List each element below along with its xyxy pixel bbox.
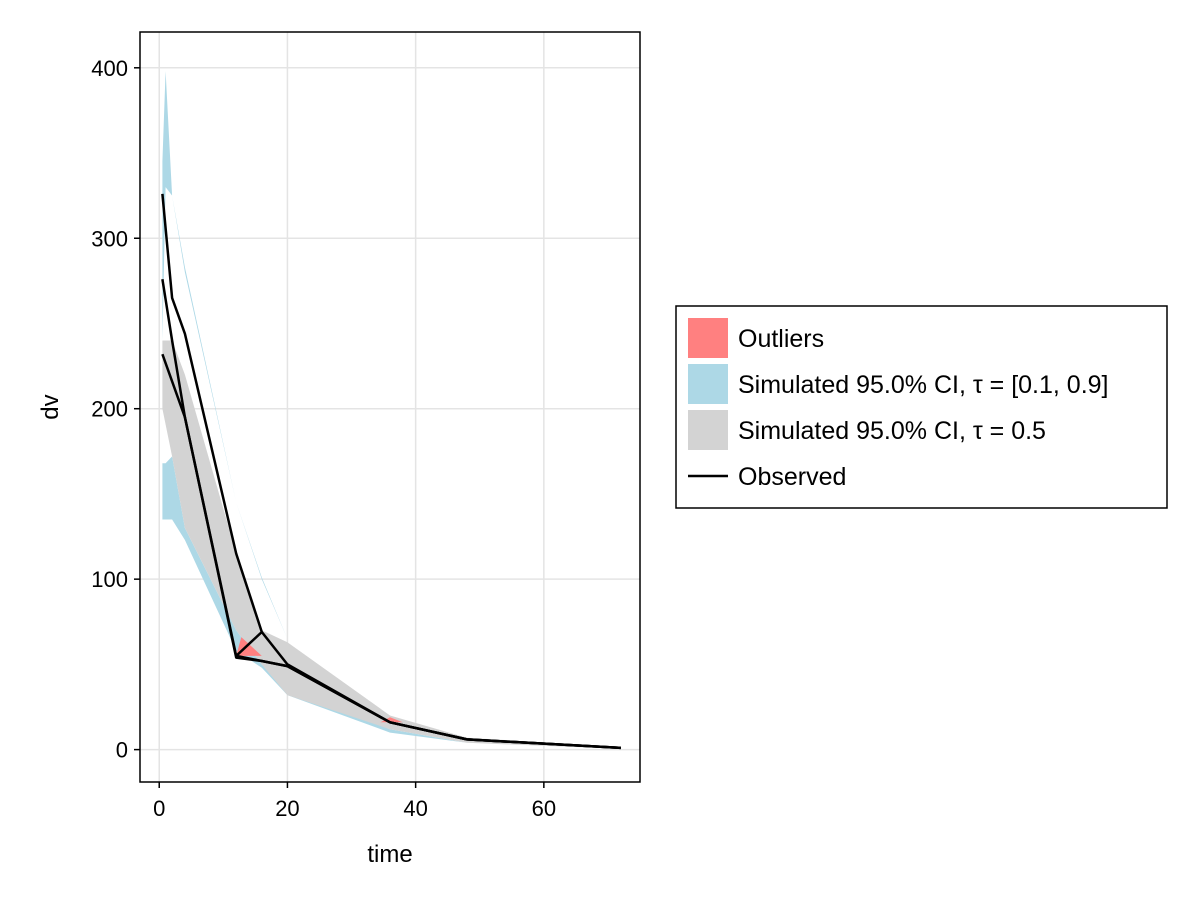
x-tick-label: 60 (532, 796, 556, 821)
observed-line (161, 193, 621, 750)
observed-lines (161, 193, 621, 750)
legend-label-ci-median: Simulated 95.0% CI, τ = 0.5 (738, 417, 1046, 445)
y-axis-ticks: 0 100 200 300 400 (91, 56, 140, 763)
y-tick-label: 100 (91, 567, 128, 592)
plot-frame (139, 31, 641, 783)
x-tick-label: 0 (153, 796, 165, 821)
y-tick-label: 0 (116, 738, 128, 763)
legend-swatch-outliers (688, 318, 728, 358)
ci-outer-band (162, 71, 621, 748)
legend-label-ci-outer: Simulated 95.0% CI, τ = [0.1, 0.9] (738, 371, 1109, 399)
y-axis-title: dv (37, 394, 64, 419)
x-axis-title: time (367, 841, 412, 868)
legend-label-observed: Observed (738, 463, 846, 491)
ci-bands (162, 71, 621, 749)
legend-box (675, 305, 1168, 509)
legend-swatch-ci-median (688, 410, 728, 450)
observed-line (161, 279, 621, 750)
y-tick-label: 200 (91, 397, 128, 422)
y-tick-label: 400 (91, 56, 128, 81)
x-axis-ticks: 0 20 40 60 (153, 782, 556, 821)
x-tick-label: 40 (403, 796, 427, 821)
ci-median-band (162, 340, 621, 749)
legend: Outliers Simulated 95.0% CI, τ = [0.1, 0… (675, 305, 1168, 509)
observed-line (235, 631, 263, 657)
legend-swatch-ci-outer (688, 364, 728, 404)
observed-line (161, 353, 621, 750)
legend-label-outliers: Outliers (738, 325, 824, 353)
y-tick-label: 300 (91, 226, 128, 251)
x-tick-label: 20 (275, 796, 299, 821)
